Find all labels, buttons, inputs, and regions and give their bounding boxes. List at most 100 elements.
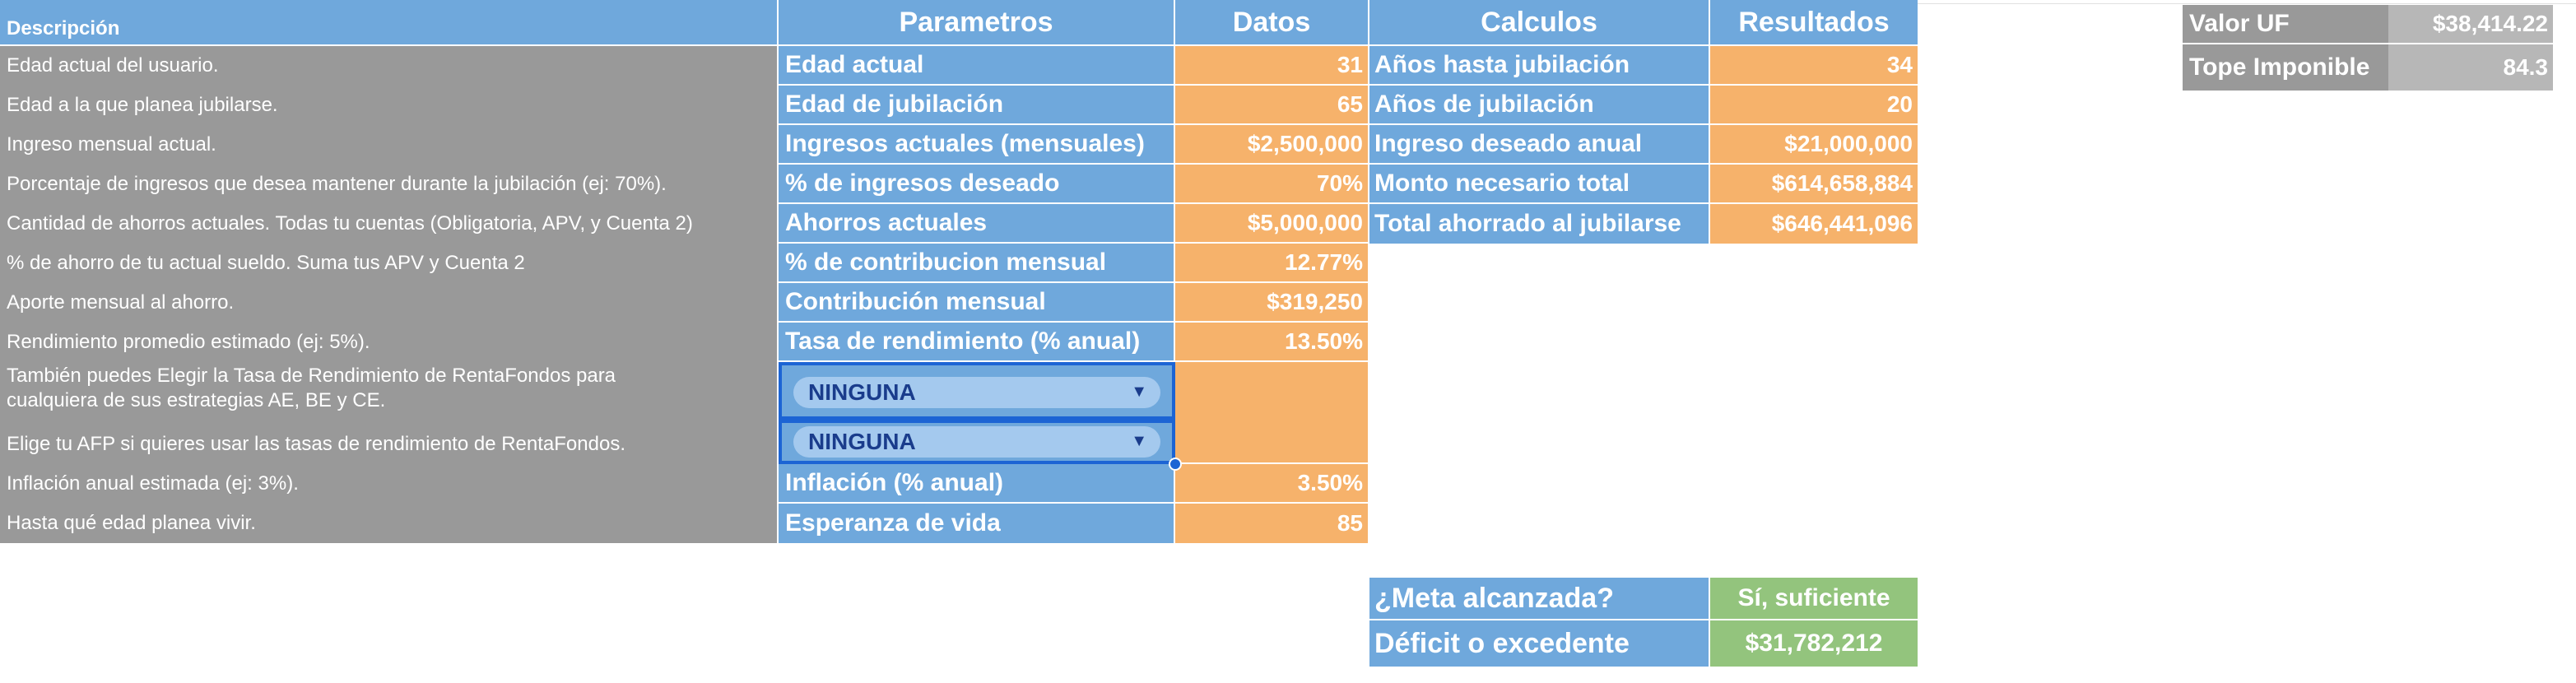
desc-text-1: Edad a la que planea jubilarse. bbox=[7, 94, 278, 116]
meta-value: Sí, suficiente bbox=[1737, 584, 1890, 611]
deficit-label-cell[interactable]: Déficit o excedente bbox=[1369, 620, 1710, 667]
estrategia-dropdown[interactable]: NINGUNA ▼ bbox=[779, 362, 1175, 420]
desc-cell-11[interactable]: Hasta qué edad planea vivir. bbox=[0, 504, 777, 543]
param-label-5: % de contribucion mensual bbox=[785, 249, 1107, 276]
dato-value-6: $319,250 bbox=[1267, 289, 1363, 314]
deficit-value-cell[interactable]: $31,782,212 bbox=[1710, 620, 1918, 667]
desc-text-8: También puedes Elegir la Tasa de Rendimi… bbox=[7, 365, 616, 411]
selection-handle-icon[interactable] bbox=[1169, 458, 1182, 471]
param-label-2: Ingresos actuales (mensuales) bbox=[785, 130, 1145, 157]
result-value-0: 34 bbox=[1886, 52, 1913, 77]
desc-cell-10[interactable]: Inflación anual estimada (ej: 3%). bbox=[0, 464, 777, 504]
desc-cell-5[interactable]: % de ahorro de tu actual sueldo. Suma tu… bbox=[0, 244, 777, 283]
desc-cell-0[interactable]: Edad actual del usuario. bbox=[0, 46, 777, 86]
param-label-3: % de ingresos deseado bbox=[785, 170, 1060, 197]
header-descripcion[interactable]: Descripción bbox=[0, 0, 777, 46]
dato-esperanza-vida[interactable]: 85 bbox=[1175, 504, 1369, 543]
desc-text-0: Edad actual del usuario. bbox=[7, 54, 219, 77]
calc-ingreso-deseado-anual[interactable]: Ingreso deseado anual bbox=[1369, 125, 1710, 165]
param-ahorros-actuales[interactable]: Ahorros actuales bbox=[779, 204, 1175, 244]
deficit-label: Déficit o excedente bbox=[1374, 627, 1630, 659]
param-inflacion[interactable]: Inflación (% anual) bbox=[779, 464, 1175, 504]
param-contribucion-mensual[interactable]: Contribución mensual bbox=[779, 283, 1175, 323]
estrategia-dropdown-pill[interactable]: NINGUNA ▼ bbox=[793, 377, 1160, 408]
header-parametros[interactable]: Parametros bbox=[779, 0, 1175, 46]
header-resultados[interactable]: Resultados bbox=[1710, 0, 1918, 46]
param-label-6: Contribución mensual bbox=[785, 288, 1046, 315]
desc-cell-4[interactable]: Cantidad de ahorros actuales. Todas tu c… bbox=[0, 204, 777, 244]
result-anos-jubilacion[interactable]: 20 bbox=[1710, 86, 1918, 125]
desc-cell-2[interactable]: Ingreso mensual actual. bbox=[0, 125, 777, 165]
dato-value-7: 13.50% bbox=[1285, 328, 1363, 354]
header-datos[interactable]: Datos bbox=[1175, 0, 1369, 46]
dato-edad-actual[interactable]: 31 bbox=[1175, 46, 1369, 86]
param-ingresos-deseado[interactable]: % de ingresos deseado bbox=[779, 165, 1175, 204]
calc-total-ahorrado[interactable]: Total ahorrado al jubilarse bbox=[1369, 204, 1710, 244]
param-edad-actual[interactable]: Edad actual bbox=[779, 46, 1175, 86]
param-label-4: Ahorros actuales bbox=[785, 209, 988, 236]
afp-dropdown-pill[interactable]: NINGUNA ▼ bbox=[793, 426, 1160, 458]
uf-label-cell[interactable]: Valor UF bbox=[2183, 5, 2388, 44]
dato-tasa-rendimiento[interactable]: 13.50% bbox=[1175, 323, 1369, 362]
desc-cell-6[interactable]: Aporte mensual al ahorro. bbox=[0, 283, 777, 323]
result-total-ahorrado[interactable]: $646,441,096 bbox=[1710, 204, 1918, 244]
param-label-1: Edad de jubilación bbox=[785, 91, 1004, 118]
param-esperanza-vida[interactable]: Esperanza de vida bbox=[779, 504, 1175, 543]
dato-ingresos-deseado[interactable]: 70% bbox=[1175, 165, 1369, 204]
dato-dropdown-blank[interactable] bbox=[1175, 362, 1369, 464]
param-label-7: Tasa de rendimiento (% anual) bbox=[785, 328, 1141, 355]
dato-contribucion-pct[interactable]: 12.77% bbox=[1175, 244, 1369, 283]
dato-edad-jubilacion[interactable]: 65 bbox=[1175, 86, 1369, 125]
desc-cell-3[interactable]: Porcentaje de ingresos que desea mantene… bbox=[0, 165, 777, 204]
dato-value-11: 85 bbox=[1337, 510, 1363, 536]
result-ingreso-deseado-anual[interactable]: $21,000,000 bbox=[1710, 125, 1918, 165]
desc-cell-1[interactable]: Edad a la que planea jubilarse. bbox=[0, 86, 777, 125]
desc-cell-8[interactable]: También puedes Elegir la Tasa de Rendimi… bbox=[0, 362, 777, 425]
afp-dropdown[interactable]: NINGUNA ▼ bbox=[779, 420, 1175, 464]
desc-text-7: Rendimiento promedio estimado (ej: 5%). bbox=[7, 331, 370, 353]
result-monto-necesario[interactable]: $614,658,884 bbox=[1710, 165, 1918, 204]
tope-label: Tope Imponible bbox=[2189, 53, 2370, 81]
deficit-value: $31,782,212 bbox=[1745, 630, 1883, 657]
param-label-11: Esperanza de vida bbox=[785, 509, 1001, 537]
tope-label-cell[interactable]: Tope Imponible bbox=[2183, 44, 2388, 91]
calc-anos-jubilacion[interactable]: Años de jubilación bbox=[1369, 86, 1710, 125]
result-anos-hasta-jubilacion[interactable]: 34 bbox=[1710, 46, 1918, 86]
param-tasa-rendimiento[interactable]: Tasa de rendimiento (% anual) bbox=[779, 323, 1175, 362]
calc-label-4: Total ahorrado al jubilarse bbox=[1374, 210, 1681, 237]
param-label-0: Edad actual bbox=[785, 51, 924, 78]
grid-top-line bbox=[1918, 3, 2576, 4]
desc-cell-9[interactable]: Elige tu AFP si quieres usar las tasas d… bbox=[0, 425, 777, 464]
header-datos-text: Datos bbox=[1232, 6, 1311, 38]
chevron-down-icon[interactable]: ▼ bbox=[1131, 432, 1147, 450]
dato-ahorros-actuales[interactable]: $5,000,000 bbox=[1175, 204, 1369, 244]
meta-label-cell[interactable]: ¿Meta alcanzada? bbox=[1369, 578, 1710, 620]
result-value-2: $21,000,000 bbox=[1784, 131, 1913, 156]
tope-value: 84.3 bbox=[2503, 54, 2549, 80]
calc-monto-necesario[interactable]: Monto necesario total bbox=[1369, 165, 1710, 204]
dato-inflacion[interactable]: 3.50% bbox=[1175, 464, 1369, 504]
desc-text-2: Ingreso mensual actual. bbox=[7, 133, 216, 156]
dato-contribucion-mensual[interactable]: $319,250 bbox=[1175, 283, 1369, 323]
param-ingresos-actuales[interactable]: Ingresos actuales (mensuales) bbox=[779, 125, 1175, 165]
desc-cell-7[interactable]: Rendimiento promedio estimado (ej: 5%). bbox=[0, 323, 777, 362]
result-value-4: $646,441,096 bbox=[1771, 211, 1913, 236]
header-resultados-text: Resultados bbox=[1738, 6, 1890, 38]
desc-text-5: % de ahorro de tu actual sueldo. Suma tu… bbox=[7, 252, 525, 274]
tope-value-cell[interactable]: 84.3 bbox=[2388, 44, 2553, 91]
dato-ingresos-actuales[interactable]: $2,500,000 bbox=[1175, 125, 1369, 165]
dato-value-5: 12.77% bbox=[1285, 249, 1363, 275]
uf-label: Valor UF bbox=[2189, 10, 2290, 37]
calc-anos-hasta-jubilacion[interactable]: Años hasta jubilación bbox=[1369, 46, 1710, 86]
uf-value-cell[interactable]: $38,414.22 bbox=[2388, 5, 2553, 44]
calc-label-3: Monto necesario total bbox=[1374, 170, 1630, 197]
desc-text-3: Porcentaje de ingresos que desea mantene… bbox=[7, 173, 667, 195]
meta-value-cell[interactable]: Sí, suficiente bbox=[1710, 578, 1918, 620]
calc-label-1: Años de jubilación bbox=[1374, 91, 1594, 118]
desc-text-4: Cantidad de ahorros actuales. Todas tu c… bbox=[7, 212, 693, 235]
chevron-down-icon[interactable]: ▼ bbox=[1131, 383, 1147, 401]
header-calculos[interactable]: Calculos bbox=[1369, 0, 1710, 46]
param-edad-jubilacion[interactable]: Edad de jubilación bbox=[779, 86, 1175, 125]
param-contribucion-pct[interactable]: % de contribucion mensual bbox=[779, 244, 1175, 283]
desc-text-11: Hasta qué edad planea vivir. bbox=[7, 512, 256, 534]
